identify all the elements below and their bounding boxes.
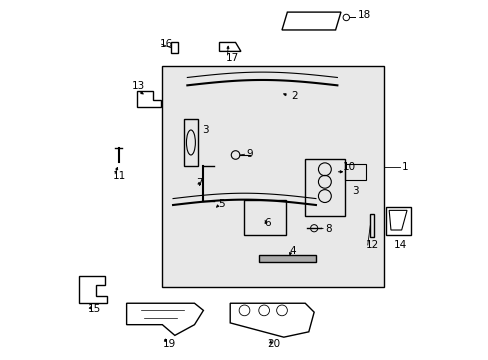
Text: 3: 3 — [202, 125, 208, 135]
Text: 15: 15 — [87, 303, 101, 314]
FancyBboxPatch shape — [162, 66, 383, 287]
Text: 7: 7 — [196, 178, 203, 188]
Text: 17: 17 — [225, 53, 238, 63]
Text: 1: 1 — [401, 162, 407, 172]
Text: 11: 11 — [112, 171, 125, 181]
Text: 20: 20 — [267, 339, 280, 348]
Text: 12: 12 — [365, 240, 378, 250]
Text: 2: 2 — [290, 91, 297, 101]
Text: 16: 16 — [160, 39, 173, 49]
Text: 6: 6 — [264, 218, 270, 228]
Text: 19: 19 — [162, 339, 175, 348]
Text: 5: 5 — [217, 199, 224, 209]
Text: 10: 10 — [342, 162, 355, 172]
Text: 9: 9 — [246, 149, 252, 159]
Text: 18: 18 — [357, 10, 370, 20]
Text: 4: 4 — [288, 246, 295, 256]
Text: 8: 8 — [324, 224, 331, 234]
Polygon shape — [258, 255, 315, 262]
Text: 14: 14 — [393, 240, 406, 250]
Text: 3: 3 — [351, 186, 358, 196]
Text: 13: 13 — [132, 81, 145, 91]
